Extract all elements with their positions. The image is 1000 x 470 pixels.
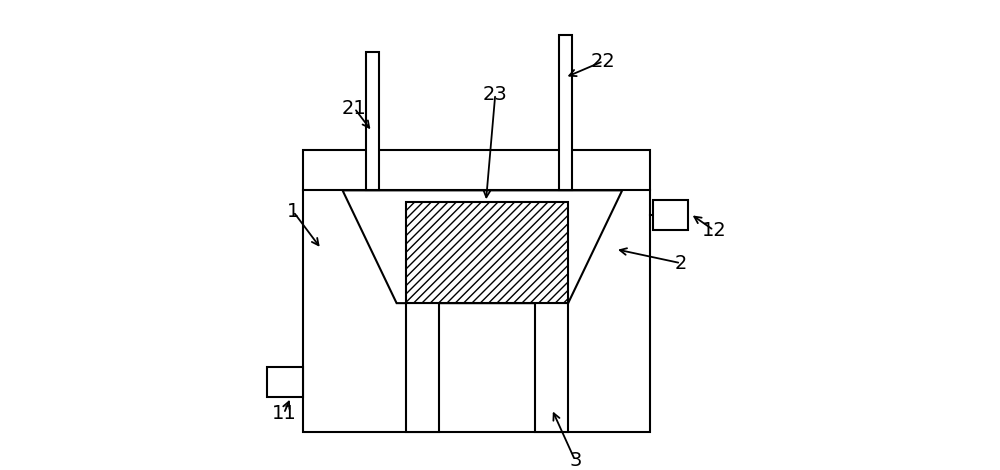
Text: 23: 23: [483, 85, 508, 103]
Bar: [406, 303, 439, 432]
Text: 22: 22: [591, 52, 616, 70]
Text: 21: 21: [342, 99, 367, 118]
Text: 1: 1: [287, 202, 299, 221]
Bar: [653, 200, 688, 230]
Bar: [406, 202, 568, 303]
Bar: [559, 35, 572, 190]
Text: 12: 12: [701, 221, 726, 240]
Bar: [366, 52, 379, 190]
Bar: [535, 303, 568, 432]
Text: 11: 11: [271, 404, 296, 423]
Text: 2: 2: [675, 254, 687, 273]
Bar: [303, 150, 650, 432]
Bar: [267, 367, 303, 397]
Text: 3: 3: [569, 451, 581, 470]
